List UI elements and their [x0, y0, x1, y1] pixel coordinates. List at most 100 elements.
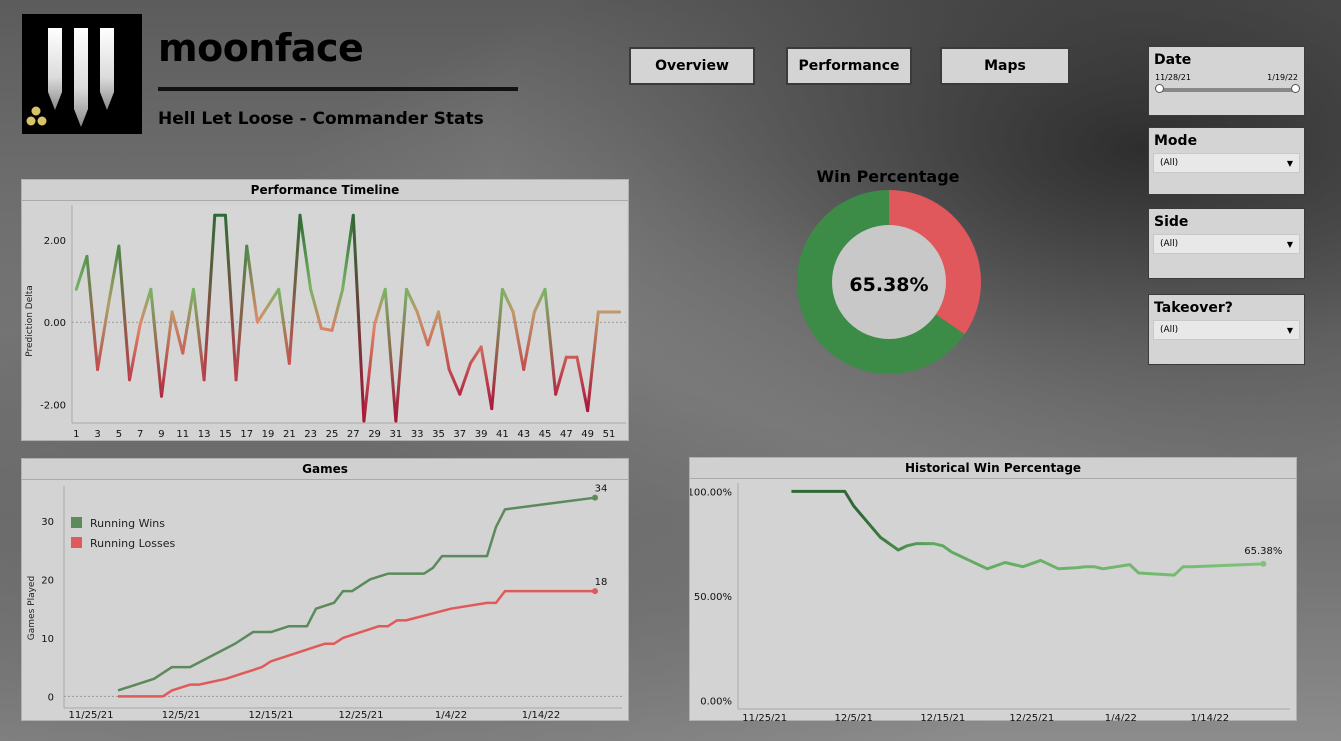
- mode-select[interactable]: (All) ▼: [1153, 153, 1300, 173]
- timeline-line-segment: [383, 287, 398, 423]
- timeline-line-segment: [373, 287, 387, 326]
- games-x-tick-label: 12/5/21: [162, 710, 201, 721]
- legend-wins-swatch: [71, 517, 82, 528]
- timeline-x-tick-label: 9: [158, 429, 164, 440]
- games-title: Games: [22, 459, 628, 480]
- timeline-x-tick-label: 13: [198, 429, 211, 440]
- dropdown-arrow-icon: ▼: [1286, 239, 1293, 249]
- historical-win-line: [791, 489, 1264, 577]
- date-end-handle[interactable]: [1291, 84, 1300, 93]
- performance-timeline-panel: Performance Timeline Prediction Delta 2.…: [21, 179, 629, 441]
- timeline-line-segment: [532, 287, 547, 314]
- timeline-x-tick-label: 49: [581, 429, 594, 440]
- takeover-filter-title: Takeover?: [1154, 300, 1233, 316]
- date-filter-title: Date: [1154, 52, 1192, 68]
- timeline-x-tick-label: 1: [73, 429, 79, 440]
- nav-performance-button[interactable]: Performance: [786, 47, 912, 85]
- legend-wins-label: Running Wins: [90, 517, 165, 530]
- win-percentage-title: Win Percentage: [816, 167, 960, 186]
- date-range-slider[interactable]: [1155, 84, 1300, 93]
- timeline-line-segment: [117, 244, 132, 382]
- mode-select-value: (All): [1160, 158, 1179, 168]
- dropdown-arrow-icon: ▼: [1286, 158, 1293, 168]
- history-x-tick-label: 12/15/21: [920, 713, 965, 721]
- timeline-line-segment: [202, 213, 217, 382]
- games-y-tick-label: 0: [48, 692, 54, 703]
- timeline-line-segment: [245, 244, 259, 324]
- mode-filter-title: Mode: [1154, 133, 1198, 149]
- timeline-line-segment: [223, 213, 238, 382]
- timeline-line-segment: [554, 355, 568, 396]
- timeline-line-segment: [287, 213, 302, 365]
- history-y-tick-label: 100.00%: [690, 487, 732, 498]
- timeline-line-segment: [138, 287, 153, 326]
- timeline-x-tick-label: 27: [347, 429, 360, 440]
- timeline-line-segment: [468, 345, 483, 365]
- history-y-tick-label: 0.00%: [700, 697, 732, 708]
- timeline-x-tick-label: 23: [304, 429, 317, 440]
- timeline-line-segment: [181, 287, 195, 355]
- history-x-tick-label: 12/25/21: [1009, 713, 1054, 721]
- timeline-line-segment: [106, 244, 121, 308]
- history-x-tick-label: 1/14/22: [1191, 713, 1230, 721]
- timeline-x-tick-label: 31: [390, 429, 403, 440]
- historical-win-title: Historical Win Percentage: [690, 458, 1296, 479]
- games-y-axis-label: Games Played: [27, 576, 37, 640]
- games-x-tick-label: 1/14/22: [522, 710, 561, 721]
- timeline-x-tick-label: 51: [603, 429, 616, 440]
- side-select[interactable]: (All) ▼: [1153, 234, 1300, 254]
- timeline-x-tick-label: 39: [475, 429, 488, 440]
- running-wins-line: [117, 496, 596, 692]
- timeline-line-segment: [362, 322, 377, 423]
- side-filter-title: Side: [1154, 214, 1189, 230]
- games-x-tick-label: 12/15/21: [249, 710, 294, 721]
- timeline-x-tick-label: 11: [176, 429, 189, 440]
- timeline-x-tick-label: 15: [219, 429, 232, 440]
- running-losses-end-point: [592, 588, 598, 595]
- historical-win-chart: 100.00% 50.00% 0.00% 11/25/21 12/5/21 12/15/2…: [688, 483, 1290, 724]
- timeline-line-segment: [234, 244, 249, 382]
- timeline-x-tick-label: 45: [539, 429, 552, 440]
- nav-maps-button[interactable]: Maps: [940, 47, 1070, 85]
- timeline-line-segment: [191, 287, 206, 382]
- date-filter: Date 11/28/21 1/19/22: [1148, 46, 1305, 116]
- win-percentage-donut: 65.38%: [797, 190, 981, 374]
- timeline-x-tick-label: 21: [283, 429, 296, 440]
- logo: [22, 14, 142, 134]
- timeline-x-tick-label: 25: [326, 429, 339, 440]
- side-select-value: (All): [1160, 239, 1179, 249]
- timeline-x-tick-label: 41: [496, 429, 509, 440]
- timeline-line-segment: [319, 326, 334, 332]
- timeline-x-tick-label: 43: [517, 429, 530, 440]
- timeline-line-segment: [522, 310, 536, 372]
- timeline-line-segment: [511, 310, 526, 372]
- timeline-line-segment: [351, 213, 366, 423]
- takeover-select-value: (All): [1160, 325, 1179, 335]
- date-start-label: 11/28/21: [1155, 73, 1191, 82]
- timeline-line-segment: [500, 287, 515, 314]
- timeline-x-tick-label: 37: [453, 429, 466, 440]
- timeline-line-segment: [341, 213, 355, 291]
- history-x-tick-label: 11/25/21: [742, 713, 787, 721]
- date-start-handle[interactable]: [1155, 84, 1164, 93]
- timeline-line-segment: [255, 304, 270, 324]
- timeline-line-segment: [426, 310, 440, 347]
- nav-overview-button[interactable]: Overview: [629, 47, 755, 85]
- running-losses-line: [118, 589, 595, 698]
- timeline-y-tick-label: -2.00: [40, 400, 66, 411]
- timeline-line-segment: [394, 287, 409, 423]
- timeline-line-segment: [479, 345, 494, 411]
- app-title: moonface: [158, 26, 364, 70]
- timeline-y-axis-label: Prediction Delta: [25, 285, 35, 357]
- title-divider: [158, 87, 518, 91]
- historical-win-panel: Historical Win Percentage 100.00% 50.00% 0…: [688, 457, 1297, 724]
- timeline-x-tick-label: 7: [137, 429, 143, 440]
- timeline-x-tick-label: 17: [240, 429, 253, 440]
- games-y-tick-label: 20: [41, 575, 54, 586]
- timeline-line-segment: [170, 310, 185, 355]
- takeover-filter: Takeover? (All) ▼: [1148, 294, 1305, 365]
- dropdown-arrow-icon: ▼: [1286, 325, 1293, 335]
- takeover-select[interactable]: (All) ▼: [1153, 320, 1300, 340]
- games-x-tick-label: 12/25/21: [339, 710, 384, 721]
- timeline-line-segment: [436, 310, 451, 372]
